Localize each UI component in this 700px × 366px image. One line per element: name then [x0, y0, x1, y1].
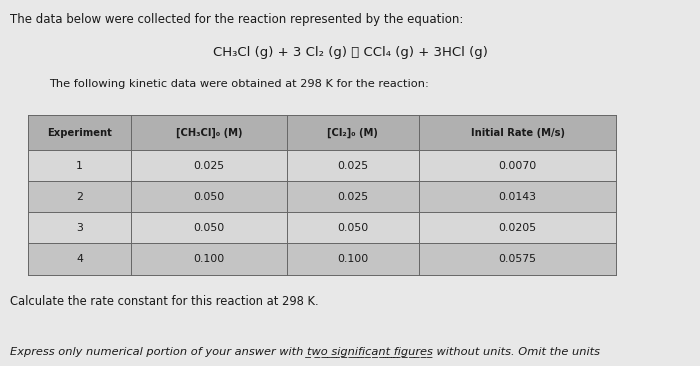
Text: 0.050: 0.050 — [193, 223, 225, 233]
Text: 3: 3 — [76, 223, 83, 233]
Text: CH₃Cl (g) + 3 Cl₂ (g) Ⓡ CCl₄ (g) + 3HCl (g): CH₃Cl (g) + 3 Cl₂ (g) Ⓡ CCl₄ (g) + 3HCl … — [213, 46, 487, 59]
Text: Express only numerical portion of your answer with t̲w̲o̲ ̲s̲i̲g̲n̲i̲f̲i̲c̲a̲n̲t: Express only numerical portion of your a… — [10, 346, 601, 357]
Bar — [28, 115, 616, 150]
Text: 0.0070: 0.0070 — [498, 161, 537, 171]
Text: [Cl₂]₀ (M): [Cl₂]₀ (M) — [328, 127, 378, 138]
Text: 0.100: 0.100 — [337, 254, 368, 264]
Text: [CH₃Cl]₀ (M): [CH₃Cl]₀ (M) — [176, 127, 242, 138]
Bar — [28, 243, 616, 274]
Text: 0.050: 0.050 — [337, 223, 368, 233]
Text: Calculate the rate constant for this reaction at 298 K.: Calculate the rate constant for this rea… — [10, 295, 319, 308]
Text: 0.025: 0.025 — [193, 161, 225, 171]
Text: Experiment: Experiment — [47, 128, 112, 138]
Text: 1: 1 — [76, 161, 83, 171]
Text: 0.0143: 0.0143 — [498, 192, 536, 202]
Text: 2: 2 — [76, 192, 83, 202]
Bar — [28, 212, 616, 243]
Text: 0.0575: 0.0575 — [498, 254, 536, 264]
Bar — [28, 150, 616, 181]
Text: 0.025: 0.025 — [337, 192, 368, 202]
Text: Initial Rate (M/s): Initial Rate (M/s) — [470, 128, 564, 138]
Text: 0.0205: 0.0205 — [498, 223, 537, 233]
Text: 0.025: 0.025 — [337, 161, 368, 171]
Text: 0.100: 0.100 — [193, 254, 225, 264]
Text: 4: 4 — [76, 254, 83, 264]
Text: 0.050: 0.050 — [193, 192, 225, 202]
Text: The data below were collected for the reaction represented by the equation:: The data below were collected for the re… — [10, 13, 464, 26]
Text: The following kinetic data were obtained at 298 K for the reaction:: The following kinetic data were obtained… — [49, 79, 429, 89]
Bar — [28, 181, 616, 212]
